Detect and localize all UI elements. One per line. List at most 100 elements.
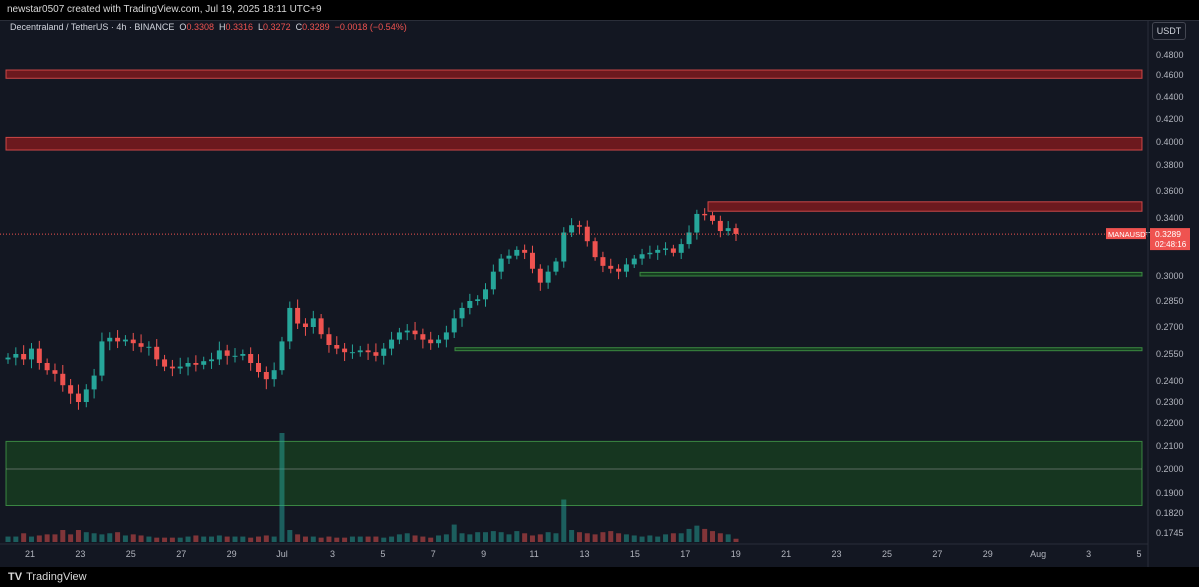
volume-bar xyxy=(318,537,324,542)
candle-body xyxy=(381,348,387,356)
volume-bar xyxy=(647,535,653,542)
volume-bar xyxy=(349,536,355,542)
candle-body xyxy=(545,271,551,283)
volume-bar xyxy=(326,536,332,542)
volume-bar xyxy=(162,537,168,542)
candle-body xyxy=(451,318,457,333)
candle-body xyxy=(107,337,113,342)
price-tick-label: 0.3800 xyxy=(1156,160,1184,170)
currency-button[interactable]: USDT xyxy=(1152,22,1186,40)
candle-body xyxy=(130,339,136,344)
price-tick-label: 0.2100 xyxy=(1156,441,1184,451)
volume-bar xyxy=(373,536,379,542)
candle-body xyxy=(725,228,731,232)
volume-bar xyxy=(396,534,402,542)
candle-body xyxy=(436,339,442,344)
time-tick-label: 11 xyxy=(529,549,538,559)
volume-bar xyxy=(154,537,160,542)
volume-bar xyxy=(224,536,230,542)
attribution-text: newstar0507 created with TradingView.com… xyxy=(7,4,322,15)
volume-bar xyxy=(592,534,598,542)
time-tick-label: 19 xyxy=(731,549,741,559)
price-tick-label: 0.3600 xyxy=(1156,186,1184,196)
volume-bar xyxy=(702,528,708,542)
candle-body xyxy=(631,258,637,265)
candle-body xyxy=(28,348,34,360)
time-tick-label: 7 xyxy=(431,549,436,559)
volume-bar xyxy=(529,535,535,542)
volume-bar xyxy=(68,534,74,542)
candle-body xyxy=(702,213,708,216)
resistance-zone xyxy=(707,201,1143,212)
candle-body xyxy=(21,354,27,360)
candle-body xyxy=(576,225,582,227)
symbol-tag-label: MANAUSDT xyxy=(1108,230,1151,239)
candle-body xyxy=(529,252,535,269)
candle-body xyxy=(623,264,629,272)
candle-body xyxy=(318,318,324,335)
volume-bar xyxy=(357,536,363,542)
candle-body xyxy=(357,350,363,353)
candle-body xyxy=(44,363,50,371)
high-label: H xyxy=(218,22,226,32)
time-tick-label: Aug xyxy=(1030,549,1046,559)
time-tick-label: 21 xyxy=(25,549,35,559)
volume-bar xyxy=(310,536,316,542)
price-axis: 0.4800 0.4600 0.4400 0.4200 0.4000 0.3800 0.36… xyxy=(1147,20,1184,567)
candle-body xyxy=(616,268,622,272)
last-price-tag xyxy=(1150,228,1190,251)
time-tick-label: 21 xyxy=(781,549,791,559)
candle-body xyxy=(396,332,402,340)
candle-body xyxy=(263,372,269,380)
volume-bar xyxy=(670,533,676,542)
volume-bar xyxy=(443,534,449,542)
volume-bar xyxy=(733,538,739,542)
candle-body xyxy=(177,366,183,369)
time-tick-label: 3 xyxy=(1086,549,1091,559)
time-axis: 21 23 25 27 29 Jul 3 5 7 9 11 13 15 17 19 21 23 25 27 29 Aug… xyxy=(0,543,1148,559)
volume-bar xyxy=(342,537,348,542)
volume-bar xyxy=(623,534,629,542)
candle-body xyxy=(5,357,11,360)
candle-body xyxy=(349,352,355,354)
symbol-name: Decentraland / TetherUS · 4h · BINANCE xyxy=(10,22,175,32)
change-value: −0.0018 (−0.54%) xyxy=(334,22,407,32)
volume-bar xyxy=(475,532,481,542)
candle-body xyxy=(694,213,700,233)
volume-bar xyxy=(420,536,426,542)
volume-bar xyxy=(710,531,716,542)
volume-bar xyxy=(334,537,340,542)
candle-body xyxy=(271,370,277,380)
volume-bar xyxy=(451,524,457,542)
candle-body xyxy=(240,354,246,356)
chart-frame[interactable] xyxy=(0,20,1199,568)
volume-bar xyxy=(389,536,395,542)
time-tick-label: 25 xyxy=(882,549,892,559)
price-tick-label: 0.2700 xyxy=(1156,322,1184,332)
resistance-zone xyxy=(5,69,1143,79)
candle-body xyxy=(483,289,489,300)
candle-body xyxy=(655,249,661,253)
volume-bar xyxy=(569,530,575,542)
volume-bar xyxy=(240,536,246,542)
candle-body xyxy=(600,257,606,266)
last-price-label: 0.3289 xyxy=(1155,229,1181,239)
volume-bar xyxy=(248,537,254,542)
price-tick-label: 0.4200 xyxy=(1156,114,1184,124)
candle-body xyxy=(569,225,575,233)
volume-bar xyxy=(522,533,528,542)
candle-body xyxy=(639,254,645,259)
volume-bar xyxy=(483,532,489,542)
low-value: 0.3272 xyxy=(263,22,291,32)
price-tick-label: 0.1820 xyxy=(1156,508,1184,518)
candle-body xyxy=(420,334,426,340)
volume-bar xyxy=(631,535,637,542)
volume-layer xyxy=(5,433,739,542)
volume-bar xyxy=(185,536,191,542)
candle-body xyxy=(13,354,19,358)
candle-body xyxy=(710,215,716,221)
candle-body xyxy=(99,341,105,376)
volume-bar xyxy=(365,536,371,542)
candle-body xyxy=(216,350,222,360)
